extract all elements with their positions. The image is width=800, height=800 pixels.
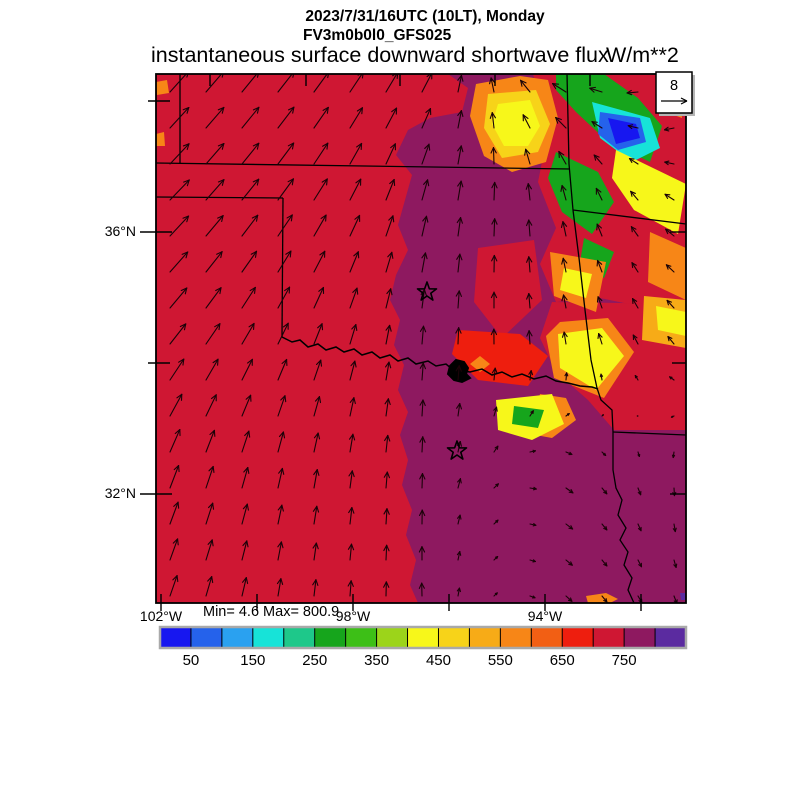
lon-label: 94°W (527, 608, 563, 624)
colorbar-segment (469, 627, 501, 648)
main-title: instantaneous surface downward shortwave… (151, 43, 609, 67)
units-label: W/m**2 (606, 43, 679, 67)
colorbar-tick-label: 250 (302, 652, 328, 669)
red-river (281, 336, 599, 390)
green-core-south (512, 406, 544, 428)
datetime-title: 2023/7/31/16UTC (10LT), Monday (305, 8, 545, 25)
wind-arrows (169, 74, 678, 603)
colorbar-segment (438, 627, 470, 648)
orange-speck-tl-1 (156, 80, 169, 95)
colorbar-segment (500, 627, 532, 648)
red-gulf (474, 240, 542, 338)
colorbar-tick-label: 650 (549, 652, 575, 669)
map-frame (155, 73, 687, 604)
yellow-right (612, 150, 686, 234)
city-star-marker (416, 281, 438, 301)
lon-label: 98°W (335, 608, 371, 624)
colorbar-segment (345, 627, 378, 648)
yellow-se-ok (560, 268, 592, 298)
map-field (156, 74, 686, 603)
orange-speck-tl-2 (156, 132, 165, 146)
lon-label: 102°W (139, 608, 183, 624)
colorbar-segment (531, 627, 563, 648)
lat-label: 36°N (104, 223, 136, 239)
river-orange-spot (470, 356, 490, 372)
colorbar-frame (158, 625, 688, 650)
colorbar-tick-label: 550 (487, 652, 513, 669)
colorbar-tick-label: 450 (425, 652, 451, 669)
colorbar-segment (314, 627, 347, 648)
colorbar-segment (190, 627, 223, 648)
colorbar-segment (407, 627, 439, 648)
colorbar-segment (283, 627, 316, 648)
colorbar-tick-label: 50 (182, 652, 200, 669)
colorbar-segment (376, 627, 409, 648)
minmax-stats: Min= 4.6 Max= 800.9 (203, 604, 340, 620)
orange-speck-bottom (586, 593, 618, 603)
lat-label: 32°N (104, 485, 136, 501)
colorbar (158, 625, 688, 650)
axis-ticks (140, 74, 686, 611)
colorbar-segment (221, 627, 254, 648)
river-red-blob (452, 330, 548, 386)
colorbar-tick-label: 350 (364, 652, 390, 669)
colorbar-segment (593, 627, 625, 648)
state-borders (156, 74, 686, 603)
reference-speed-label: 8 (670, 78, 678, 94)
green-patch-2 (580, 238, 614, 278)
colorbar-tick-label: 750 (611, 652, 637, 669)
model-title: FV3m0b0l0_GFS025 (303, 27, 452, 44)
colorbar-segment (624, 627, 656, 648)
colorbar-segment (252, 627, 285, 648)
colorbar-segment (160, 627, 192, 648)
colorbar-segment (655, 627, 687, 648)
yellow-core (492, 100, 540, 146)
city-star-marker (446, 440, 468, 460)
violet-speck-br (680, 593, 686, 600)
colorbar-segment (562, 627, 594, 648)
colorbar-tick-label: 150 (240, 652, 266, 669)
yellow-edge (656, 306, 686, 336)
reference-vector-box: 8 (655, 71, 695, 116)
